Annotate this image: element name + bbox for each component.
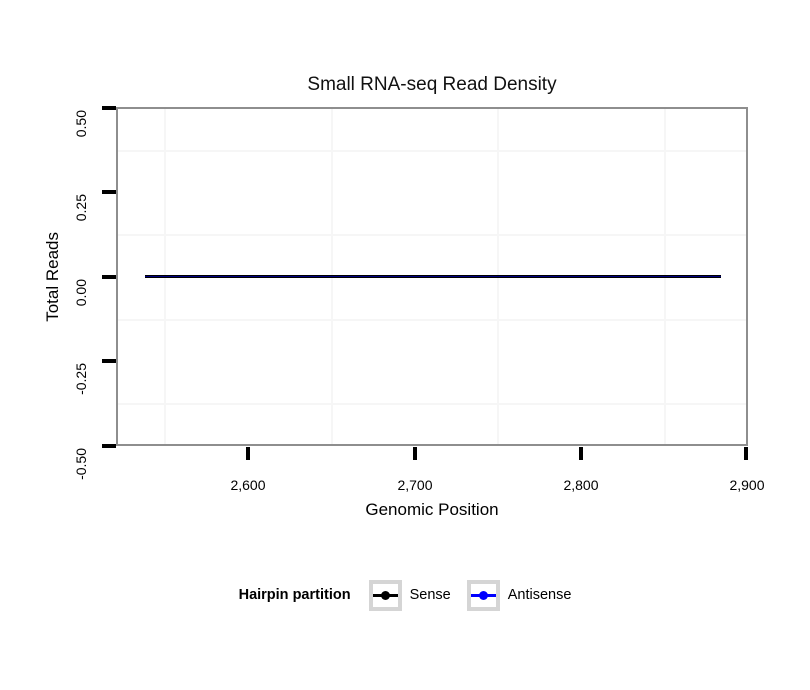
x-tick-label: 2,800: [563, 477, 599, 493]
y-tick-mark: [102, 444, 116, 448]
y-tick-mark: [102, 106, 116, 110]
y-axis-title-box: Total Reads: [42, 107, 64, 446]
x-tick-mark: [579, 447, 583, 460]
y-tick-mark: [102, 275, 116, 279]
legend-label-antisense: Antisense: [507, 587, 572, 603]
legend-key-sense: [368, 579, 402, 611]
y-tick-label: 0.25: [73, 194, 89, 222]
chart-title: Small RNA-seq Read Density: [307, 74, 557, 95]
legend-label-sense: Sense: [409, 587, 451, 603]
x-tick-mark: [413, 447, 417, 460]
minor-gridline-h: [118, 319, 746, 321]
y-tick-label: 0.50: [73, 110, 89, 138]
plot-panel: [116, 107, 748, 446]
legend-title: Hairpin partition: [238, 587, 351, 603]
antisense-point-icon: [478, 590, 488, 600]
y-tick-label: 0.00: [73, 279, 89, 307]
x-tick-mark: [246, 447, 250, 460]
y-tick-label: -0.25: [73, 363, 89, 395]
sense-point-icon: [380, 590, 390, 600]
y-tick-label: -0.50: [73, 448, 89, 480]
minor-gridline-h: [118, 150, 746, 152]
antisense-line: [145, 275, 721, 278]
x-tick-label: 2,700: [397, 477, 433, 493]
x-axis-title: Genomic Position: [365, 500, 499, 519]
x-tick-label: 2,600: [230, 477, 266, 493]
minor-gridline-h: [118, 234, 746, 236]
y-tick-mark: [102, 359, 116, 363]
y-tick-mark: [102, 190, 116, 194]
minor-gridline-h: [118, 403, 746, 405]
y-axis-title: Total Reads: [43, 231, 62, 322]
x-tick-label: 2,900: [729, 477, 765, 493]
x-tick-mark: [744, 447, 748, 460]
legend: Hairpin partition Sense Antisense: [0, 576, 810, 614]
legend-key-antisense: [466, 579, 500, 611]
read-density-line: [145, 275, 721, 278]
